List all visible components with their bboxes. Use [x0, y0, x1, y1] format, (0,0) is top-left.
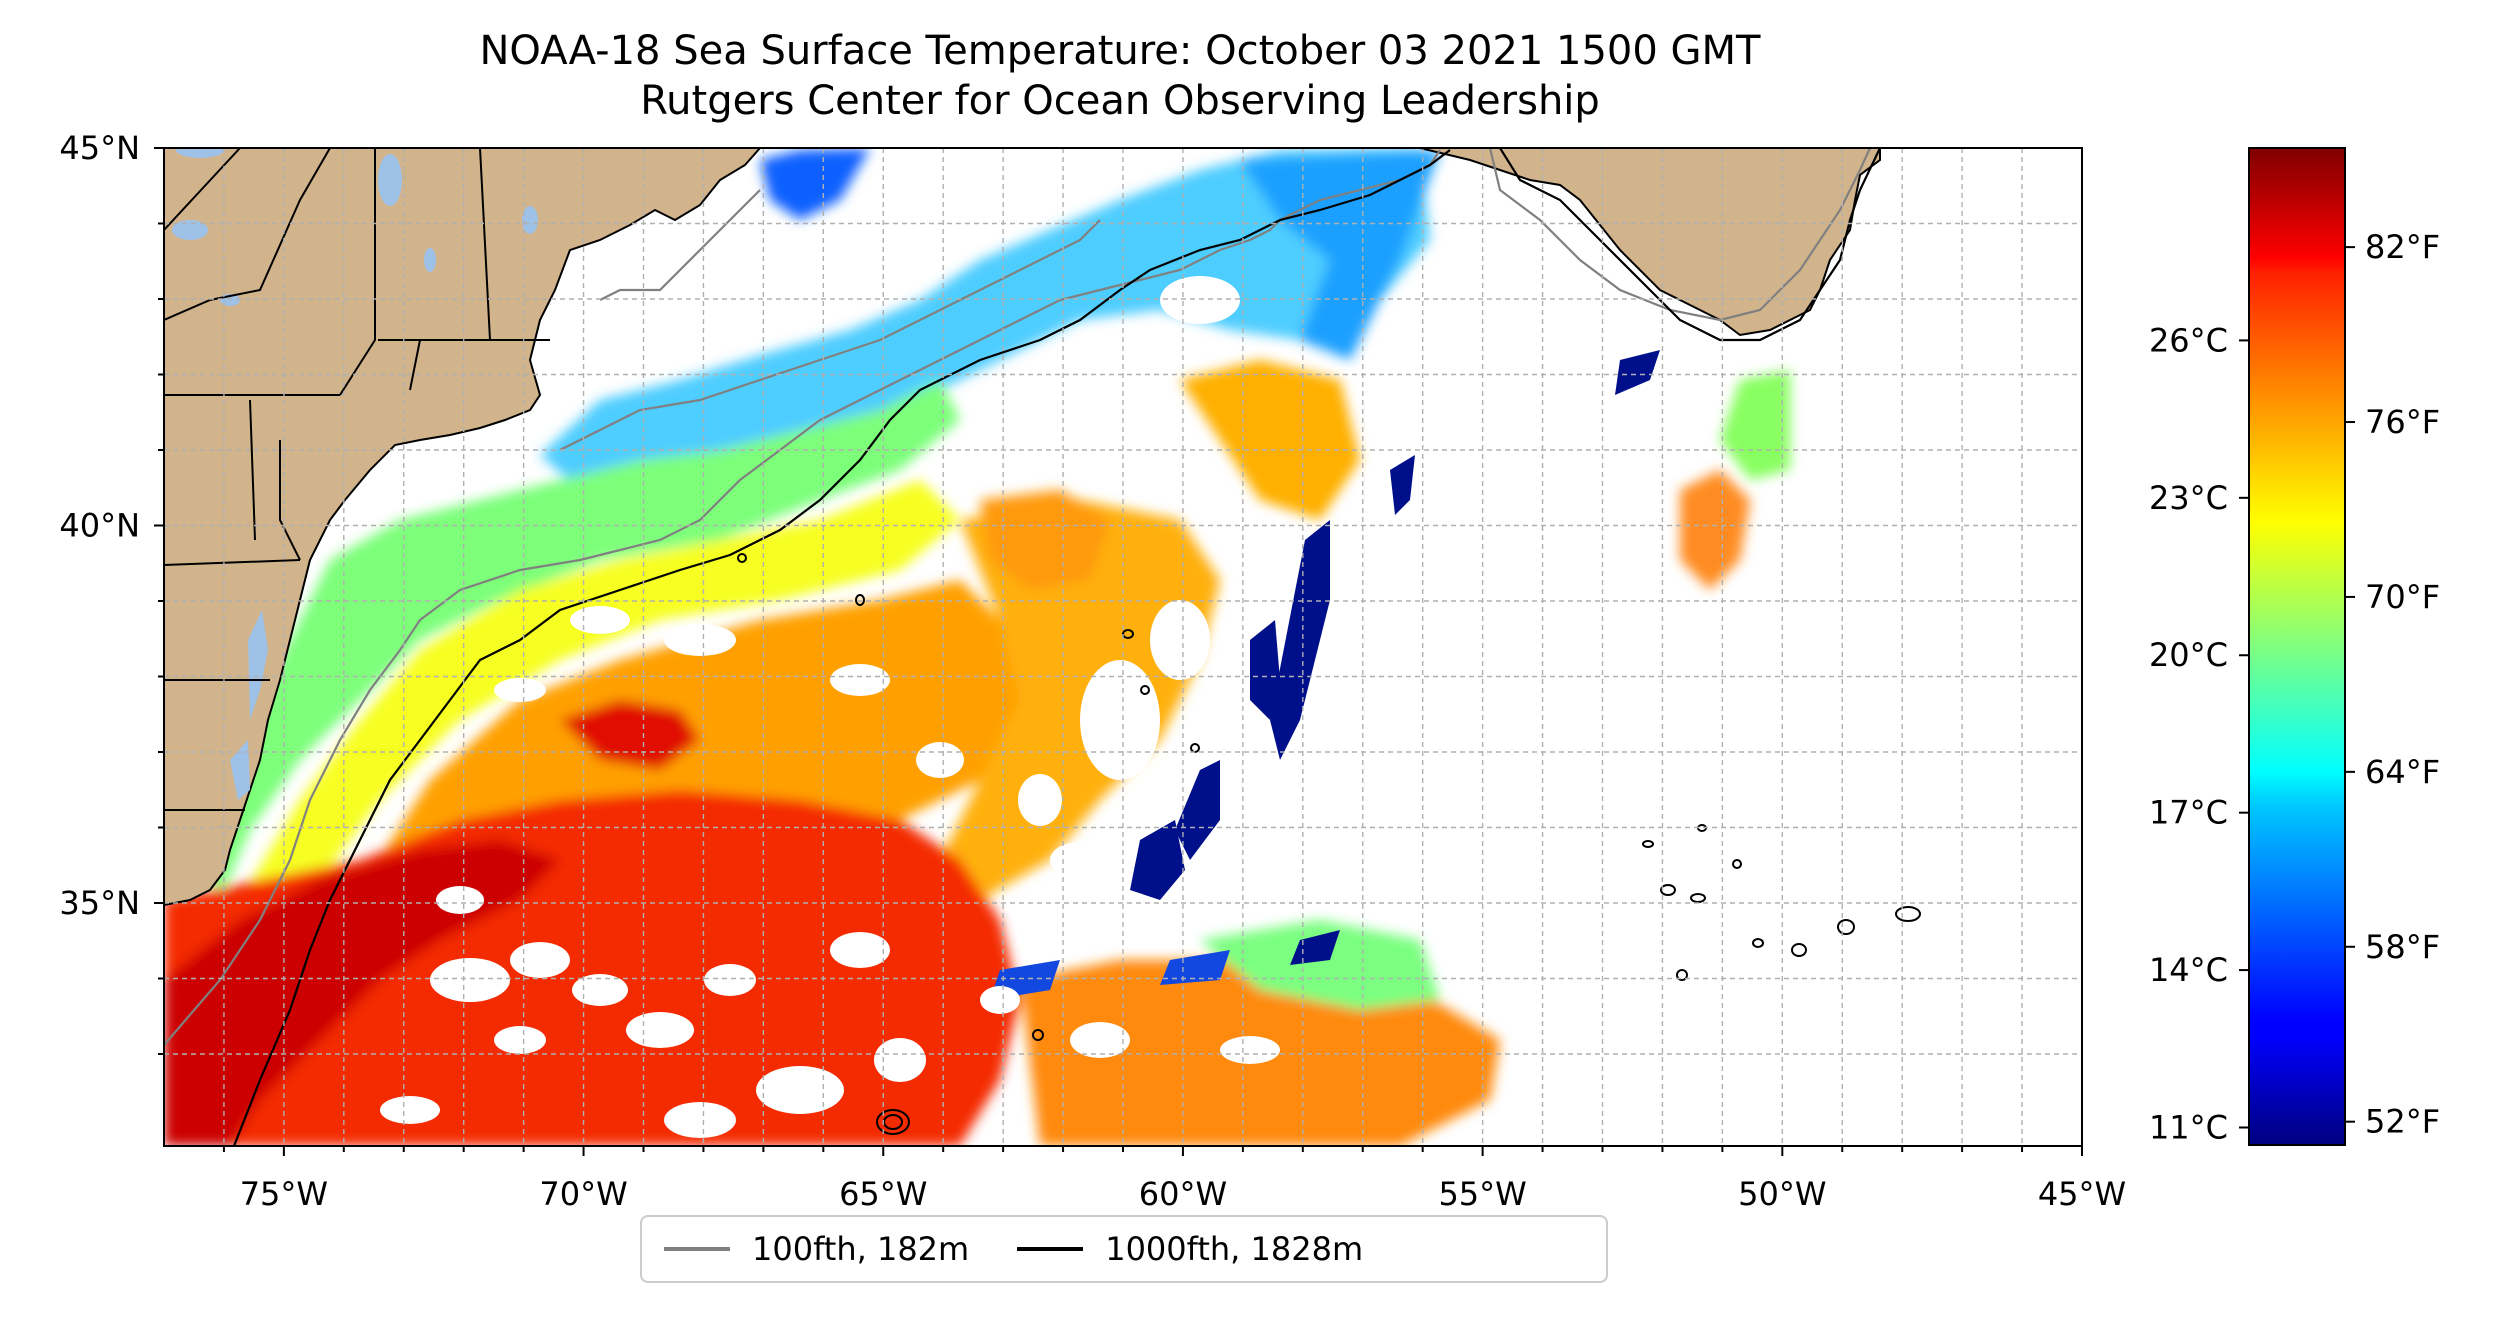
land [164, 148, 1881, 907]
x-tick-label: 50°W [1738, 1175, 1826, 1213]
colorbar-tick-labels: 82°F 76°F 70°F 64°F 58°F 52°F 26°C 23°C 20°C 17°C… [2149, 228, 2440, 1146]
title-line-1: NOAA-18 Sea Surface Temperature: October… [479, 28, 1761, 74]
sst-orange-mid-streaks [1180, 360, 1360, 520]
colorbar-c-label: 14°C [2149, 951, 2228, 989]
sst-green-shelf [200, 380, 960, 900]
sst-hot-eddy [560, 700, 700, 770]
legend-swatch-100fth [664, 1247, 730, 1251]
sst-green-east [1200, 920, 1440, 1010]
y-tick-label: 40°N [59, 507, 140, 545]
x-tick-label: 55°W [1438, 1175, 1526, 1213]
colorbar-f-label: 58°F [2365, 928, 2440, 966]
sst-blue-gom [760, 148, 870, 220]
sst-green-patch-ne [1720, 370, 1790, 480]
sst-cold-north [540, 148, 1430, 490]
sst-cold-streaks [1130, 350, 1660, 965]
sst-darkred-gulfstream [164, 840, 560, 1146]
sst-yellow-slope [240, 480, 960, 950]
colorbar-f-label: 76°F [2365, 403, 2440, 441]
contour-legend: 100fth, 182m 1000fth, 1828m [640, 1215, 1608, 1283]
colorbar-c-label: 11°C [2149, 1109, 2228, 1147]
lakes [172, 148, 538, 800]
colorbar-ticks [2239, 246, 2355, 1129]
colorbar-f-label: 70°F [2365, 578, 2440, 616]
sst-orange-central [980, 490, 1110, 590]
legend-item-100fth: 100fth, 182m [664, 1230, 969, 1268]
x-tick-label: 65°W [839, 1175, 927, 1213]
x-tick-label: 75°W [240, 1175, 328, 1213]
x-tick-label: 45°W [2038, 1175, 2126, 1213]
x-tick-label: 70°W [539, 1175, 627, 1213]
legend-label-100fth: 100fth, 182m [752, 1230, 970, 1268]
land-us-east [164, 148, 762, 907]
colorbar-c-label: 20°C [2149, 636, 2228, 674]
sst-cyan-east [1240, 150, 1440, 360]
gridlines [164, 148, 2082, 1146]
colorbar-c-label: 26°C [2149, 321, 2228, 359]
legend-label-1000fth: 1000fth, 1828m [1105, 1230, 1364, 1268]
y-tick-label: 35°N [59, 884, 140, 922]
y-tick-label: 45°N [59, 129, 140, 167]
axis-tick-labels: 75°W 70°W 65°W 60°W 55°W 50°W 45°W 45°N 40°N 35°N [59, 129, 2126, 1213]
sst-orange-patch-ne [1680, 470, 1750, 590]
contour-1000fth [232, 148, 1881, 1146]
cloud-cover [380, 260, 1444, 1138]
legend-item-1000fth: 1000fth, 1828m [1017, 1230, 1363, 1268]
sst-orange-mid [940, 500, 1220, 900]
colorbar-f-label: 64°F [2365, 753, 2440, 791]
colorbar-f-label: 82°F [2365, 228, 2440, 266]
colorbar-f-label: 52°F [2365, 1103, 2440, 1141]
axis-ticks [154, 147, 2083, 1156]
title-line-2: Rutgers Center for Ocean Observing Leade… [640, 78, 1600, 124]
x-tick-label: 60°W [1139, 1175, 1227, 1213]
chart-title: NOAA-18 Sea Surface Temperature: October… [160, 26, 2080, 126]
colorbar-c-label: 17°C [2149, 794, 2228, 832]
map-area [164, 148, 2082, 1146]
colorbar [2248, 147, 2346, 1146]
colorbar-c-label: 23°C [2149, 479, 2228, 517]
legend-swatch-1000fth [1017, 1247, 1084, 1251]
